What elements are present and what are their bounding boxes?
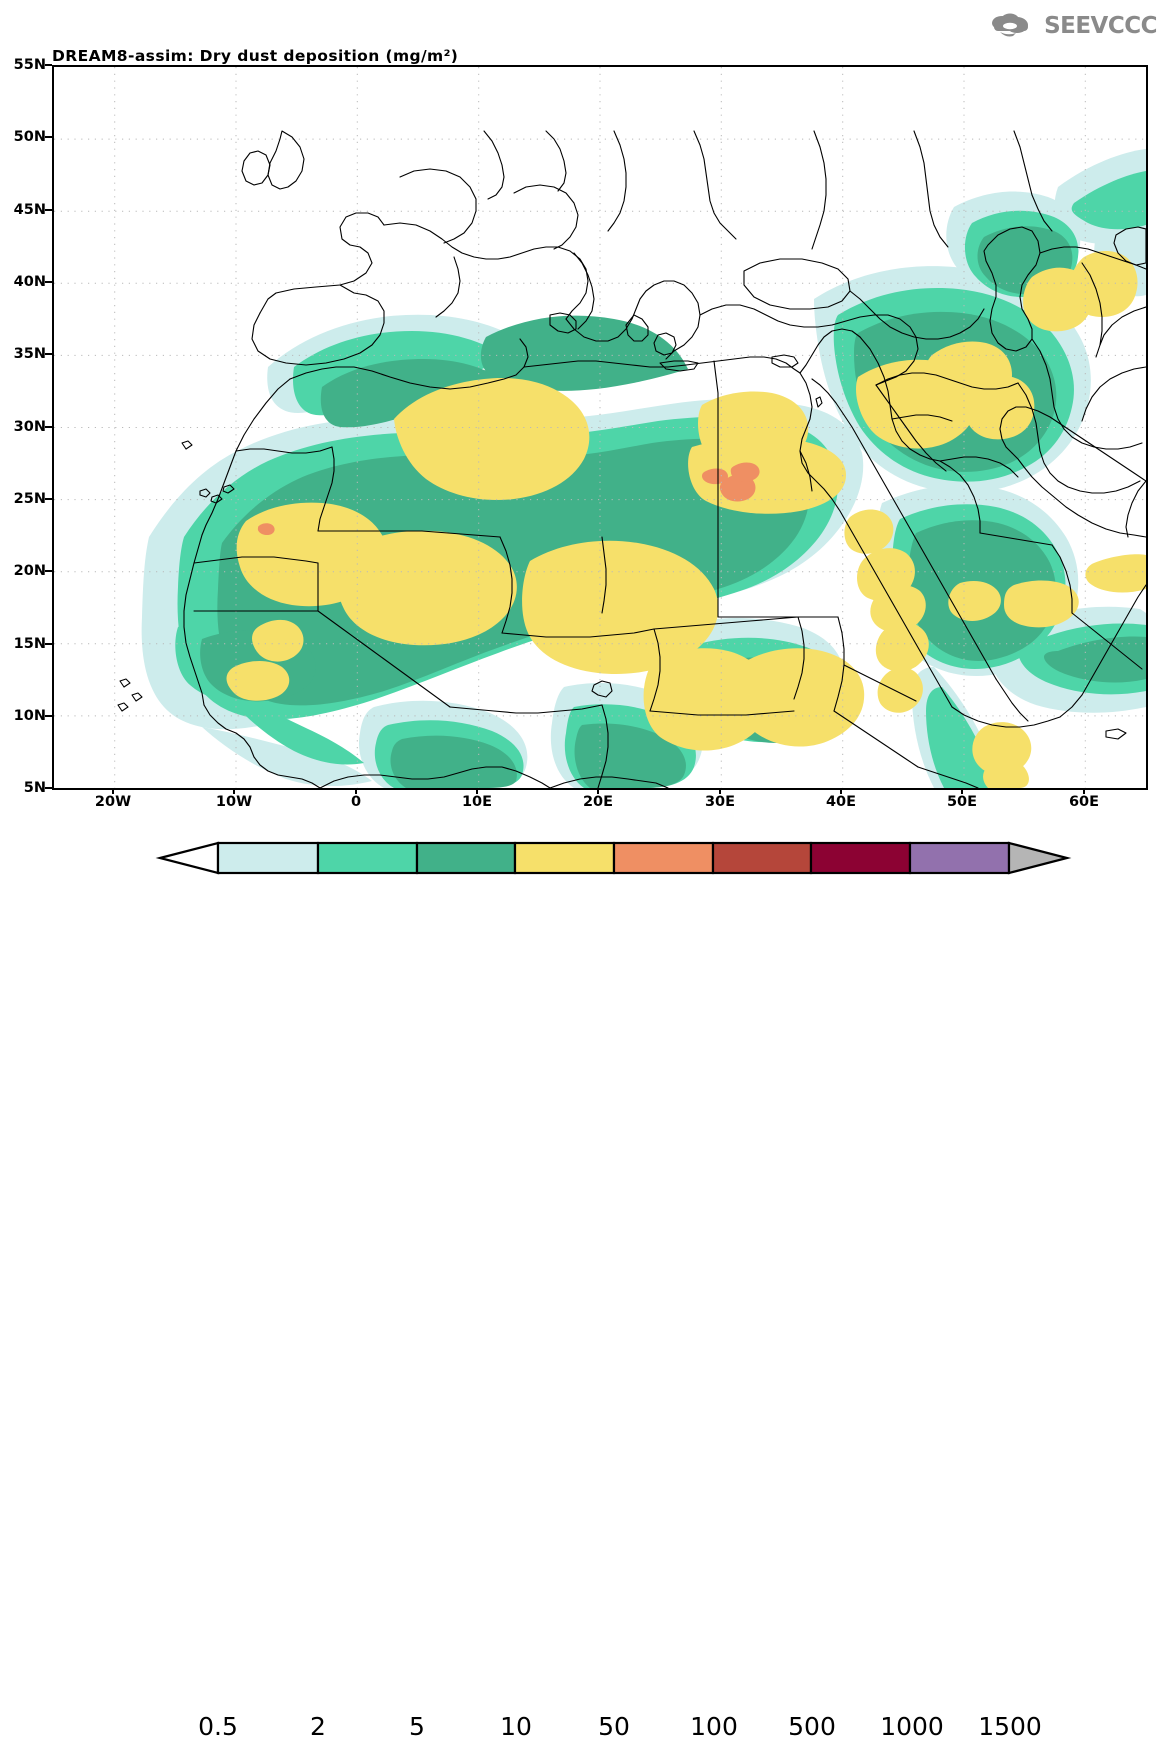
seevccc-logo: SEEVCCC: [986, 12, 1157, 40]
colorbar-label-6: 500: [788, 1712, 836, 1741]
dust-forecast-map-page: DREAM8-assim: Dry dust deposition (mg/m²…: [0, 12, 1165, 1741]
ytick-label-20n: 20N: [13, 563, 46, 579]
xtick-label-30e: 30E: [704, 794, 736, 810]
xtick-label-40e: 40E: [825, 794, 857, 810]
xtick-label-20e: 20E: [582, 794, 614, 810]
map-plot-area[interactable]: [52, 65, 1148, 790]
ytick-mark-45n: [45, 209, 52, 211]
colorbar-under-arrow: [155, 841, 220, 875]
colorbar-label-1: 2: [310, 1712, 326, 1741]
colorbar-band-100-500: [711, 841, 813, 875]
ytick-label-15n: 15N: [13, 636, 46, 652]
xtick-mark-40e: [840, 788, 842, 794]
colorbar[interactable]: 0.5 2 5 10 50 100 500 1000 1500: [0, 840, 1165, 1741]
colorbar-label-0: 0.5: [198, 1712, 238, 1741]
ytick-label-10n: 10N: [13, 708, 46, 724]
ytick-mark-20n: [45, 570, 52, 572]
xtick-mark-30e: [719, 788, 721, 794]
ytick-mark-10n: [45, 715, 52, 717]
xtick-label-60e: 60E: [1068, 794, 1100, 810]
dust-deposition-field: [54, 67, 1146, 788]
colorbar-band-500-1000: [809, 841, 912, 875]
xtick-mark-0: [355, 788, 357, 794]
colorbar-label-3: 10: [500, 1712, 532, 1741]
ytick-label-50n: 50N: [13, 129, 46, 145]
colorbar-over-arrow: [1007, 841, 1072, 875]
colorbar-label-5: 100: [690, 1712, 738, 1741]
ytick-label-25n: 25N: [13, 491, 46, 507]
colorbar-label-4: 50: [598, 1712, 630, 1741]
colorbar-label-2: 5: [409, 1712, 425, 1741]
colorbar-label-7: 1000: [880, 1712, 944, 1741]
xtick-mark-20e: [597, 788, 599, 794]
xtick-label-50e: 50E: [946, 794, 978, 810]
xtick-mark-20w: [112, 788, 114, 794]
ytick-label-55n: 55N: [13, 57, 46, 73]
colorbar-band-10-50: [513, 841, 616, 875]
colorbar-band-50-100: [612, 841, 715, 875]
ytick-mark-40n: [45, 281, 52, 283]
ytick-label-35n: 35N: [13, 346, 46, 362]
lat-lon-gridlines: [54, 67, 1146, 788]
colorbar-band-5-10: [415, 841, 517, 875]
page-title: DREAM8-assim: Dry dust deposition (mg/m²…: [52, 47, 459, 65]
contour-bands: [141, 149, 1146, 788]
ytick-mark-25n: [45, 498, 52, 500]
ytick-mark-15n: [45, 643, 52, 645]
cloud-icon: [992, 13, 1029, 37]
colorbar-label-8: 1500: [978, 1712, 1042, 1741]
ytick-mark-35n: [45, 353, 52, 355]
colorbar-band-0.5-2: [216, 841, 320, 875]
ytick-mark-55n: [45, 64, 52, 66]
ytick-label-30n: 30N: [13, 419, 46, 435]
xtick-mark-10e: [476, 788, 478, 794]
xtick-label-10e: 10E: [461, 794, 493, 810]
xtick-label-0: 0: [350, 794, 362, 810]
xtick-label-20w: 20W: [94, 794, 132, 810]
ytick-label-40n: 40N: [13, 274, 46, 290]
ytick-label-5n: 5N: [23, 780, 46, 796]
xtick-mark-60e: [1083, 788, 1085, 794]
ytick-mark-5n: [45, 787, 52, 789]
logo-text: SEEVCCC: [1044, 13, 1157, 39]
xtick-mark-10w: [233, 788, 235, 794]
ytick-mark-30n: [45, 426, 52, 428]
xtick-mark-50e: [961, 788, 963, 794]
ytick-mark-50n: [45, 136, 52, 138]
coastlines-and-borders: [117, 130, 1146, 788]
xtick-label-10w: 10W: [215, 794, 253, 810]
colorbar-band-1000-1500: [908, 841, 1011, 875]
ytick-label-45n: 45N: [13, 202, 46, 218]
colorbar-band-2-5: [316, 841, 419, 875]
colorbar-swatches: [155, 841, 1072, 875]
